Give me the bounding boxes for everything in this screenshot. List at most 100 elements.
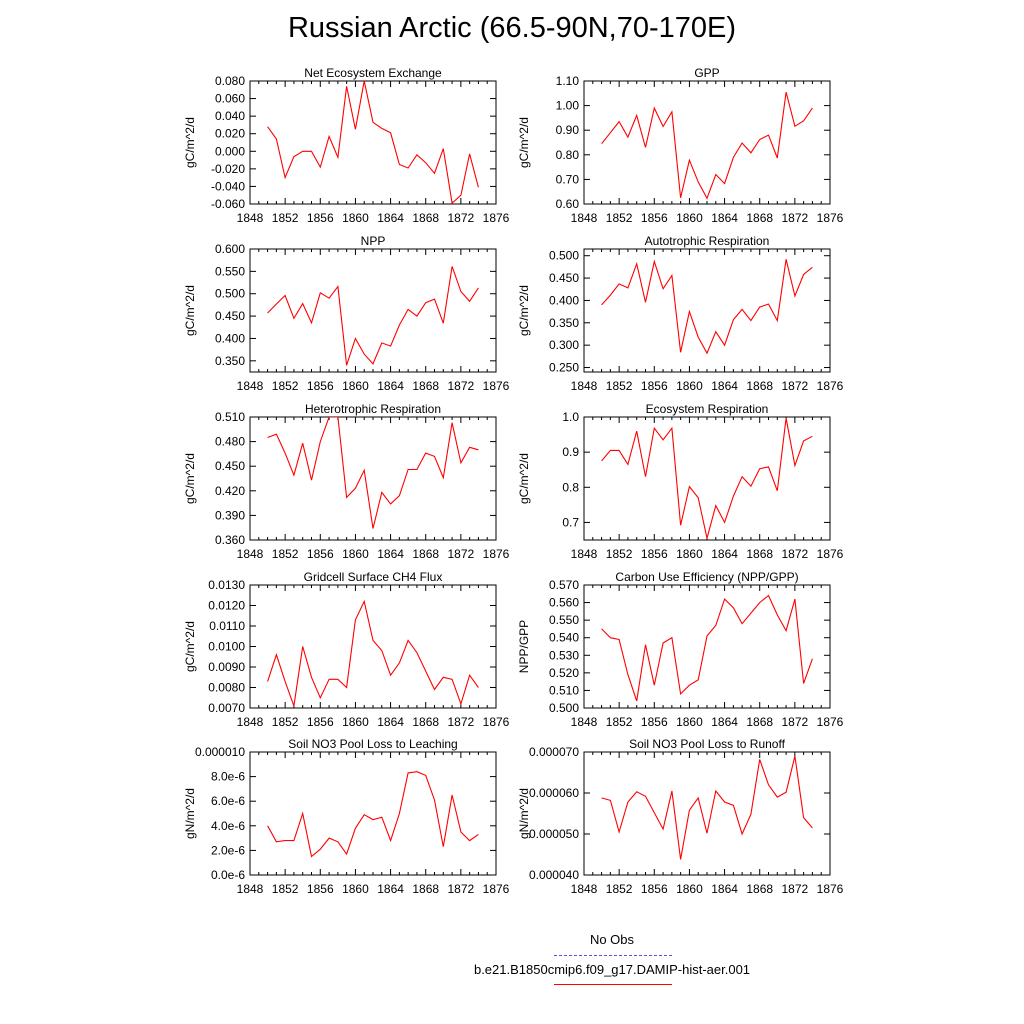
y-axis-label: gC/m^2/d	[183, 117, 197, 168]
panel-4: Heterotrophic Respiration gC/m^2/d 0.360 0.…	[183, 402, 510, 561]
x-tick-label: 1856	[641, 547, 668, 561]
x-tick-label: 1868	[746, 715, 773, 729]
x-tick-label: 1876	[817, 715, 844, 729]
x-tick-label: 1860	[676, 882, 703, 896]
y-tick-label: 0.500	[215, 287, 245, 301]
x-tick-label: 1872	[782, 715, 809, 729]
x-tick-label: 1872	[448, 379, 475, 393]
x-tick-label: 1860	[676, 547, 703, 561]
x-tick-label: 1876	[483, 211, 510, 225]
x-tick-label: 1868	[746, 547, 773, 561]
y-axis-label: gC/m^2/d	[183, 621, 197, 672]
y-tick-label: 0.0130	[208, 578, 245, 592]
y-tick-label: 0.80	[556, 148, 580, 162]
x-tick-label: 1872	[782, 547, 809, 561]
x-tick-label: 1860	[676, 379, 703, 393]
x-tick-label: 1848	[571, 547, 598, 561]
x-tick-label: 1876	[483, 547, 510, 561]
x-tick-label: 1852	[272, 715, 299, 729]
x-tick-label: 1848	[571, 882, 598, 896]
panel-1: GPP gC/m^2/d 0.60 0.70 0.80 0.90 1.00 1.10 1848 1…	[517, 66, 844, 225]
y-tick-label: 0.000070	[529, 745, 579, 759]
y-tick-label: 0.360	[215, 533, 245, 547]
x-tick-label: 1876	[817, 211, 844, 225]
y-tick-label: 0.0080	[208, 681, 245, 695]
x-tick-label: 1848	[571, 211, 598, 225]
x-tick-label: 1856	[307, 547, 334, 561]
x-tick-label: 1856	[307, 715, 334, 729]
y-tick-label: 0.0120	[208, 599, 245, 613]
y-tick-label: 0.450	[549, 271, 579, 285]
x-tick-label: 1848	[237, 211, 264, 225]
y-tick-label: 0.8	[562, 480, 579, 494]
x-tick-label: 1860	[676, 715, 703, 729]
panel-title: Ecosystem Respiration	[646, 402, 769, 416]
y-tick-label: 0.040	[215, 109, 245, 123]
x-tick-label: 1860	[342, 715, 369, 729]
panel-title: Autotrophic Respiration	[645, 234, 770, 248]
x-tick-label: 1872	[782, 882, 809, 896]
y-tick-label: 0.450	[215, 309, 245, 323]
x-tick-label: 1872	[448, 211, 475, 225]
y-tick-label: 0.000040	[529, 868, 579, 882]
panel-9: Soil NO3 Pool Loss to RunoffgN/m^2/d0.00…	[517, 737, 844, 896]
x-tick-label: 1864	[377, 882, 404, 896]
x-tick-label: 1852	[272, 379, 299, 393]
y-axis-label: gC/m^2/d	[517, 453, 531, 504]
y-tick-label: 0.080	[215, 74, 245, 88]
panel-8: Soil NO3 Pool Loss to Leaching gN/m^2/d 0.…	[183, 737, 510, 896]
series-line	[601, 259, 813, 355]
y-tick-label: 1.00	[556, 99, 580, 113]
y-tick-label: 0.500	[549, 249, 579, 263]
y-tick-label: 8.0e-6	[211, 770, 245, 784]
x-tick-label: 1848	[571, 715, 598, 729]
y-tick-label: 0.250	[549, 361, 579, 375]
y-tick-label: 0.600	[215, 242, 245, 256]
y-axis-label: gC/m^2/d	[183, 285, 197, 336]
y-tick-label: 0.550	[549, 613, 579, 627]
x-tick-label: 1848	[237, 882, 264, 896]
x-tick-label: 1852	[606, 211, 633, 225]
x-tick-label: 1852	[606, 882, 633, 896]
x-tick-label: 1864	[711, 882, 738, 896]
series-line	[601, 417, 813, 539]
y-tick-label: 6.0e-6	[211, 794, 245, 808]
plot-frame	[249, 584, 497, 709]
y-tick-label: 0.0070	[208, 701, 245, 715]
x-tick-label: 1848	[237, 379, 264, 393]
y-tick-label: 0.510	[549, 683, 579, 697]
x-tick-label: 1860	[342, 379, 369, 393]
y-tick-label: 0.500	[549, 701, 579, 715]
y-axis-label: gC/m^2/d	[517, 117, 531, 168]
x-tick-label: 1868	[412, 379, 439, 393]
x-tick-label: 1868	[746, 882, 773, 896]
panel-5: Ecosystem Respiration gC/m^2/d 0.7 0.8 0.9 1.…	[517, 402, 844, 561]
series-line	[267, 599, 479, 707]
series-line	[601, 91, 813, 200]
y-tick-label: 0.060	[215, 92, 245, 106]
y-tick-label: 1.0	[562, 410, 579, 424]
series-line	[601, 755, 813, 860]
x-tick-label: 1856	[641, 211, 668, 225]
x-tick-label: 1876	[817, 379, 844, 393]
y-tick-label: 0.9	[562, 445, 579, 459]
panel-3: Autotrophic Respiration gC/m^2/d 0.250 0.30…	[517, 234, 844, 393]
panel-title: Soil NO3 Pool Loss to Leaching	[288, 737, 457, 751]
panel-title: Heterotrophic Respiration	[305, 402, 441, 416]
series-line	[267, 266, 479, 366]
y-axis-label: gC/m^2/d	[517, 285, 531, 336]
x-tick-label: 1868	[412, 715, 439, 729]
y-tick-label: 0.510	[215, 410, 245, 424]
y-tick-label: 0.300	[549, 338, 579, 352]
x-tick-label: 1864	[711, 715, 738, 729]
x-tick-label: 1856	[307, 379, 334, 393]
y-tick-label: 0.0100	[208, 640, 245, 654]
series-line	[601, 594, 813, 702]
y-tick-label: 0.420	[215, 484, 245, 498]
y-tick-label: 0.570	[549, 578, 579, 592]
panel-title: NPP	[361, 234, 386, 248]
y-tick-label: -0.060	[211, 197, 245, 211]
x-tick-label: 1864	[377, 211, 404, 225]
x-tick-label: 1856	[641, 715, 668, 729]
x-tick-label: 1852	[606, 379, 633, 393]
